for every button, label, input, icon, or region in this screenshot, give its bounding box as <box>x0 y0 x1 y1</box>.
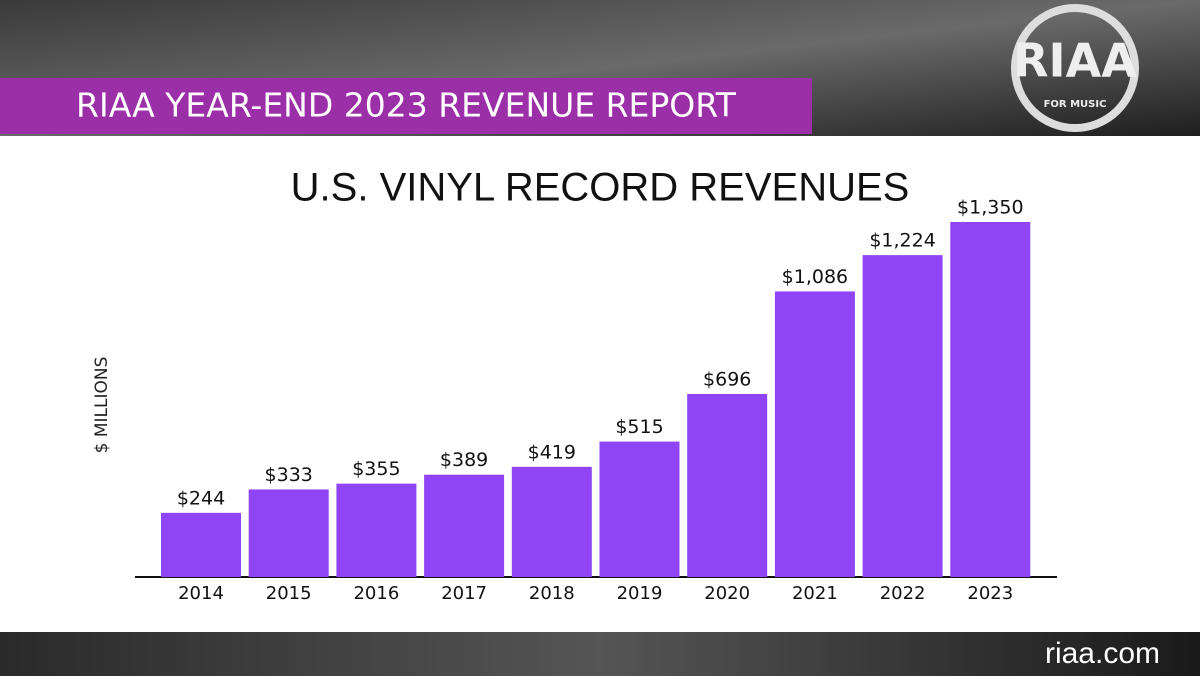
banner-text: RIAA YEAR-END 2023 REVENUE REPORT <box>76 86 737 125</box>
x-tick-label: 2020 <box>704 583 750 604</box>
x-tick-label: 2019 <box>617 583 663 604</box>
bar <box>687 393 768 577</box>
x-tick-label: 2015 <box>266 583 312 604</box>
bar <box>774 291 855 577</box>
value-label: $355 <box>352 458 400 480</box>
logo-ring <box>1011 4 1139 132</box>
footer-background <box>0 632 1200 676</box>
value-label: $419 <box>528 441 576 463</box>
bar <box>511 466 592 577</box>
value-label: $244 <box>177 487 225 509</box>
y-axis-label: $ MILLIONS <box>92 357 112 454</box>
bar <box>424 474 505 577</box>
value-label: $389 <box>440 449 488 471</box>
bar <box>336 483 417 577</box>
x-tick-label: 2016 <box>353 583 399 604</box>
logo-text: RIAA <box>1013 34 1137 88</box>
value-label: $515 <box>615 416 663 438</box>
x-tick-label: 2023 <box>967 583 1013 604</box>
value-label: $1,086 <box>782 266 848 288</box>
x-tick-label: 2017 <box>441 583 487 604</box>
x-tick-label: 2021 <box>792 583 838 604</box>
x-tick-label: 2018 <box>529 583 575 604</box>
bar <box>161 512 241 577</box>
x-tick-label: 2014 <box>178 583 224 604</box>
bar <box>950 222 1031 577</box>
logo: RIAA FOR MUSIC <box>1011 4 1139 132</box>
value-label: $696 <box>703 368 751 390</box>
bar <box>862 255 943 577</box>
chart-title: U.S. VINYL RECORD REVENUES <box>291 166 910 210</box>
value-label: $333 <box>265 464 313 486</box>
bar <box>599 441 680 577</box>
banner <box>0 78 812 134</box>
value-label: $1,224 <box>869 230 935 252</box>
footer-text: riaa.com <box>1045 637 1160 670</box>
bar <box>248 489 329 577</box>
value-label: $1,350 <box>957 197 1023 219</box>
logo-tagline: FOR MUSIC <box>1044 99 1107 110</box>
x-tick-label: 2022 <box>880 583 926 604</box>
